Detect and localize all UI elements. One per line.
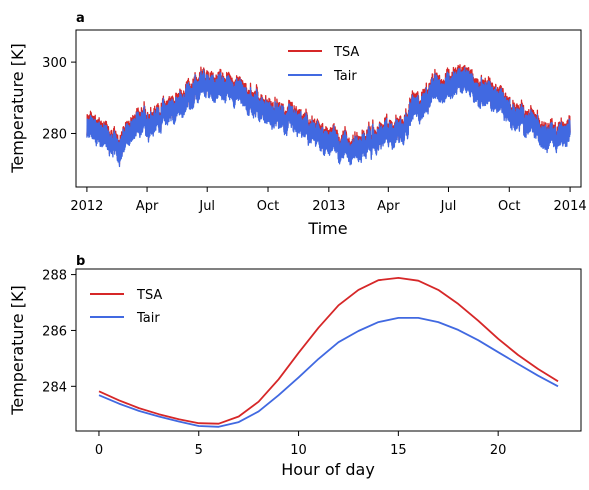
panel-b-ticks: 284 286 288 0 5 10 15 20	[42, 269, 506, 458]
panel-a-label: a	[76, 11, 85, 26]
panel-b-legend: TSA Tair	[90, 288, 162, 326]
x-tick-label: Oct	[257, 199, 279, 214]
x-tick-label: 5	[195, 443, 203, 458]
panel-a-legend: TSA Tair	[288, 45, 359, 84]
y-tick-label: 284	[42, 380, 67, 395]
panel-a-ylabel: Temperature [K]	[8, 43, 27, 173]
panel-a-xlabel: Time	[307, 219, 347, 238]
panel-a: a 280 300 2012 Apr Jul Oct 2013 Apr Jul Oct 2014 T…	[8, 11, 587, 238]
y-tick-label: 288	[42, 269, 67, 284]
x-tick-label: 2013	[312, 199, 345, 214]
x-tick-label: 2012	[70, 199, 103, 214]
x-tick-label: 2014	[554, 199, 587, 214]
panel-b-ylabel: Temperature [K]	[8, 285, 27, 415]
legend-label-tair: Tair	[136, 311, 160, 326]
x-tick-label: 10	[290, 443, 307, 458]
series-line-tair	[87, 68, 570, 167]
panel-b-xlabel: Hour of day	[281, 460, 375, 479]
y-tick-label: 286	[42, 324, 67, 339]
x-tick-label: Apr	[136, 199, 159, 214]
legend-label-tsa: TSA	[333, 45, 359, 60]
legend-label-tair: Tair	[333, 69, 357, 84]
y-tick-label: 280	[42, 127, 67, 142]
legend-label-tsa: TSA	[136, 288, 162, 303]
panel-b-label: b	[76, 254, 85, 269]
series-line-tair	[99, 318, 558, 427]
x-tick-label: 0	[95, 443, 103, 458]
x-tick-label: 20	[490, 443, 507, 458]
x-tick-label: Apr	[377, 199, 400, 214]
x-tick-label: Jul	[198, 199, 215, 214]
x-tick-label: 15	[390, 443, 407, 458]
panel-b-series-group	[99, 278, 558, 427]
y-tick-label: 300	[42, 56, 67, 71]
x-tick-label: Oct	[498, 199, 520, 214]
panel-a-series-group	[87, 65, 570, 167]
x-tick-label: Jul	[440, 199, 457, 214]
